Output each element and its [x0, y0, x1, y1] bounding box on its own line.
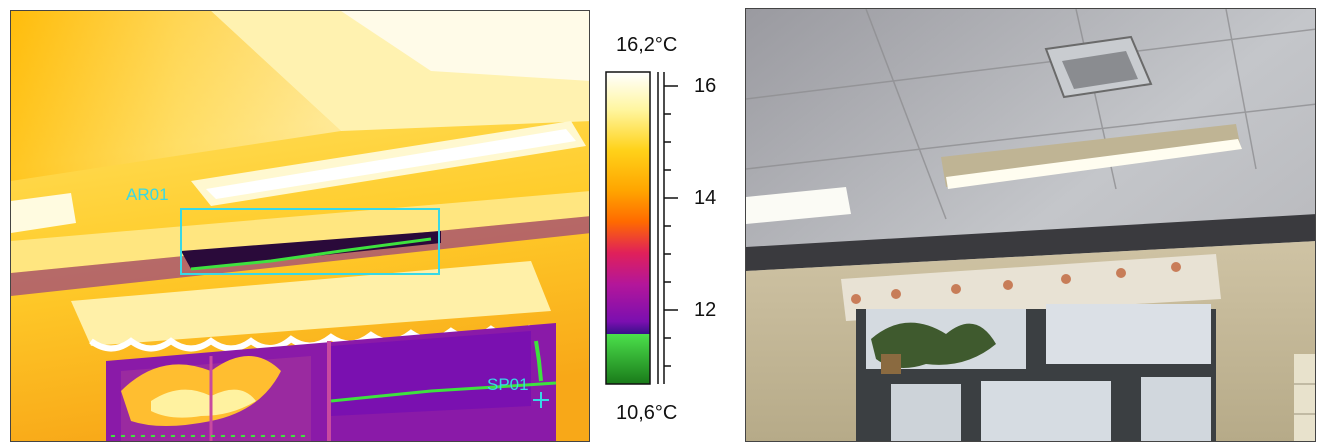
spot-marker-crosshair [533, 392, 549, 408]
temperature-scale: 16,2°C [590, 10, 740, 442]
scale-min-label: 10,6°C [616, 402, 678, 424]
scale-max-label: 16,2°C [616, 34, 678, 56]
area-marker-rectangle [180, 208, 440, 275]
color-bar-graphic [605, 71, 678, 385]
tick-label-14: 14 [694, 187, 717, 209]
spot-label: SP01 [487, 375, 529, 394]
tick-label-16: 16 [694, 75, 717, 97]
room-photo-graphic [746, 9, 1315, 441]
color-bar [605, 71, 651, 385]
area-label: AR01 [126, 185, 169, 204]
tick-label-12: 12 [694, 299, 717, 321]
visible-light-photo [745, 8, 1316, 442]
thermal-image: AR01 SP01 [10, 10, 590, 442]
thermal-image-graphic [11, 11, 589, 441]
